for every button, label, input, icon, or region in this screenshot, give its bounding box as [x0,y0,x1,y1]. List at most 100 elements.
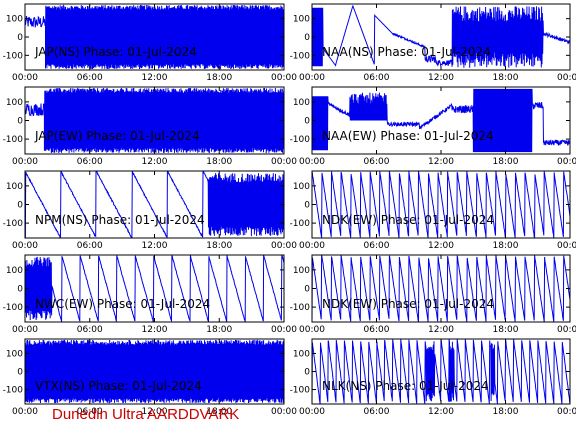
panel-title: NAA(NS) Phase: 01-Jul-2024 [322,45,491,59]
y-tick-label: -100 [3,219,24,229]
x-tick-label: 18:00 [493,157,519,167]
chart-panel: 100 0 -100 00:00 06:00 12:00 18:00 00:00 NAA(EW)… [290,86,576,167]
y-tick-label: -100 [290,51,311,61]
x-tick-label: 00:00 [299,325,325,335]
x-tick-label: 06:00 [77,241,103,251]
x-tick-label: 00:00 [557,73,576,83]
x-tick-label: 00:00 [271,241,297,251]
panel-title: VTX(NS) Phase: 01-Jul-2024 [35,379,202,393]
y-tick-label: 0 [17,285,23,295]
panel-title: NWC(EW) Phase: 01-Jul-2024 [35,297,210,311]
x-tick-label: 18:00 [206,325,232,335]
x-tick-label: 18:00 [206,407,232,417]
x-tick-label: 06:00 [364,241,390,251]
y-tick-label: -100 [290,386,311,396]
chart-panel: 100 0 -100 00:00 06:00 12:00 18:00 00:00 NDK(EW)… [290,254,576,335]
panel-title: JAP(EW) Phase: 01-Jul-2024 [34,129,200,143]
chart-panel: 100 0 -100 00:00 06:00 12:00 18:00 00:00 JAP(NS)… [3,3,297,83]
footer-label: Dunedin Ultra AARDDVARK [52,406,239,423]
series-line [25,255,284,322]
x-tick-label: 06:00 [77,325,103,335]
y-tick-label: 0 [17,201,23,211]
x-tick-label: 18:00 [493,407,519,417]
y-tick-label: 0 [17,33,23,43]
x-tick-label: 06:00 [77,157,103,167]
x-tick-label: 18:00 [206,73,232,83]
y-tick-label: -100 [290,135,311,145]
x-tick-label: 00:00 [271,73,297,83]
chart-panel: 100 0 -100 00:00 06:00 12:00 18:00 00:00 NDK(EW)… [290,170,576,251]
x-tick-label: 00:00 [299,73,325,83]
panel-title: NLK(NS) Phase: 01-Jul-2024 [322,379,489,393]
y-tick-label: 100 [6,15,23,25]
x-tick-label: 00:00 [12,325,38,335]
y-tick-label: 0 [304,117,310,127]
chart-panel: 100 0 -100 00:00 06:00 12:00 18:00 00:00 NAA(NS)… [290,3,576,83]
y-tick-label: -100 [290,303,311,313]
x-tick-label: 18:00 [206,157,232,167]
x-tick-label: 12:00 [142,407,168,417]
series-line [312,339,570,404]
x-tick-label: 00:00 [557,407,576,417]
series-line [25,4,284,70]
panel-title: NAA(EW) Phase: 01-Jul-2024 [322,129,494,143]
chart-panel: 100 0 -100 00:00 06:00 12:00 18:00 00:00 NWC(EW)… [3,254,297,335]
y-tick-label: 100 [6,182,23,192]
y-tick-label: -100 [3,303,24,313]
x-tick-label: 00:00 [271,407,297,417]
x-tick-label: 18:00 [493,325,519,335]
y-tick-label: -100 [3,51,24,61]
x-tick-label: 12:00 [142,325,168,335]
x-tick-label: 00:00 [12,73,38,83]
y-tick-label: 0 [304,33,310,43]
y-tick-label: -100 [290,219,311,229]
y-tick-label: 0 [304,368,310,378]
chart-panel: 100 0 -100 00:00 06:00 12:00 18:00 00:00 VTX(NS)… [3,338,297,417]
series-line [312,4,570,68]
x-tick-label: 12:00 [428,241,454,251]
y-tick-label: 100 [293,349,310,359]
panel-title: NPM(NS) Phase: 01-Jul-2024 [35,213,205,227]
panel-title: NDK(EW) Phase: 01-Jul-2024 [322,297,494,311]
x-tick-label: 12:00 [428,407,454,417]
x-tick-label: 00:00 [12,157,38,167]
series-line [312,171,570,238]
y-tick-label: -100 [3,386,24,396]
x-tick-label: 12:00 [142,157,168,167]
x-tick-label: 06:00 [77,73,103,83]
y-tick-label: 100 [6,98,23,108]
x-tick-label: 00:00 [271,325,297,335]
series-line [25,87,284,154]
y-tick-label: 0 [304,201,310,211]
chart-panel: 100 0 -100 00:00 06:00 12:00 18:00 00:00 JAP(EW)… [3,86,297,167]
y-tick-label: 100 [293,182,310,192]
series-line [312,88,570,153]
y-tick-label: 100 [293,98,310,108]
x-tick-label: 00:00 [299,407,325,417]
x-tick-label: 06:00 [364,73,390,83]
x-tick-label: 12:00 [142,241,168,251]
chart-panel: 100 0 -100 00:00 06:00 12:00 18:00 00:00 NLK(NS)… [290,338,576,417]
x-tick-label: 00:00 [557,157,576,167]
panel-title: NDK(EW) Phase: 01-Jul-2024 [322,213,494,227]
x-tick-label: 18:00 [493,73,519,83]
x-tick-label: 00:00 [12,241,38,251]
x-tick-label: 06:00 [77,407,103,417]
x-tick-label: 00:00 [12,407,38,417]
y-tick-label: 100 [293,15,310,25]
x-tick-label: 12:00 [428,73,454,83]
x-tick-label: 00:00 [557,325,576,335]
x-tick-label: 06:00 [364,407,390,417]
y-tick-label: -100 [3,135,24,145]
y-tick-label: 100 [6,349,23,359]
series-line [312,255,570,322]
chart-panel: 100 0 -100 00:00 06:00 12:00 18:00 00:00 NPM(NS)… [3,170,297,251]
x-tick-label: 06:00 [364,157,390,167]
x-tick-label: 12:00 [142,73,168,83]
y-tick-label: 100 [293,266,310,276]
x-tick-label: 00:00 [557,241,576,251]
series-line [25,339,284,404]
x-tick-label: 00:00 [299,157,325,167]
panel-title: JAP(NS) Phase: 01-Jul-2024 [34,45,197,59]
